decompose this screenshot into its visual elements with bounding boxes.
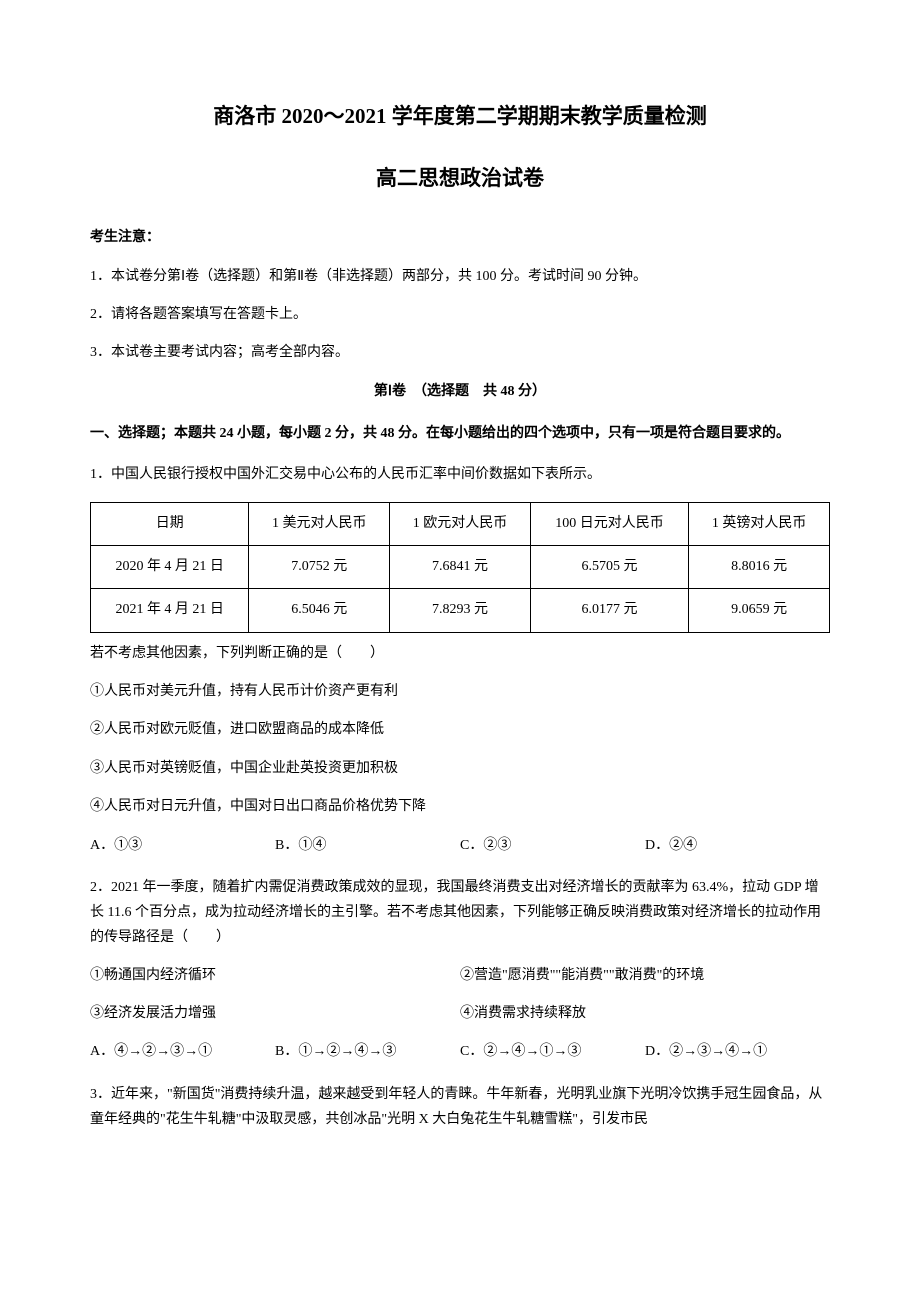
- exam-title-sub: 高二思想政治试卷: [90, 162, 830, 196]
- q1-option-c: C．②③: [460, 835, 645, 857]
- notice-item-1: 1．本试卷分第Ⅰ卷（选择题）和第Ⅱ卷（非选择题）两部分，共 100 分。考试时间…: [90, 266, 830, 288]
- table-cell: 2020 年 4 月 21 日: [91, 545, 249, 588]
- q1-text: 1．中国人民银行授权中国外汇交易中心公布的人民币汇率中间价数据如下表所示。: [90, 462, 830, 487]
- table-cell: 8.8016 元: [689, 545, 830, 588]
- table-cell: 2021 年 4 月 21 日: [91, 589, 249, 632]
- q2-statement-3: ③经济发展活力增强: [90, 1003, 460, 1025]
- q1-statement-3: ③人民币对英镑贬值，中国企业赴英投资更加积极: [90, 758, 830, 780]
- q1-statement-4: ④人民币对日元升值，中国对日出口商品价格优势下降: [90, 796, 830, 818]
- table-cell: 7.8293 元: [390, 589, 531, 632]
- table-row: 2021 年 4 月 21 日 6.5046 元 7.8293 元 6.0177…: [91, 589, 830, 632]
- table-header-row: 日期 1 美元对人民币 1 欧元对人民币 100 日元对人民币 1 英镑对人民币: [91, 502, 830, 545]
- q1-table: 日期 1 美元对人民币 1 欧元对人民币 100 日元对人民币 1 英镑对人民币…: [90, 502, 830, 633]
- q2-option-c: C．②→④→①→③: [460, 1041, 645, 1063]
- table-header-cell: 100 日元对人民币: [530, 502, 688, 545]
- q1-followup: 若不考虑其他因素，下列判断正确的是（ ）: [90, 643, 830, 665]
- q2-option-d: D．②→③→④→①: [645, 1041, 830, 1063]
- notice-item-3: 3．本试卷主要考试内容；高考全部内容。: [90, 342, 830, 364]
- q1-option-a: A．①③: [90, 835, 275, 857]
- section-1-header: 第Ⅰ卷 （选择题 共 48 分）: [90, 381, 830, 403]
- exam-title-main: 商洛市 2020～2021 学年度第二学期期末教学质量检测: [90, 100, 830, 134]
- q3-text: 3．近年来，"新国货"消费持续升温，越来越受到年轻人的青睐。牛年新春，光明乳业旗…: [90, 1082, 830, 1132]
- q1-statement-2: ②人民币对欧元贬值，进口欧盟商品的成本降低: [90, 719, 830, 741]
- notice-item-2: 2．请将各题答案填写在答题卡上。: [90, 304, 830, 326]
- table-cell: 7.6841 元: [390, 545, 531, 588]
- table-cell: 9.0659 元: [689, 589, 830, 632]
- table-header-cell: 1 欧元对人民币: [390, 502, 531, 545]
- table-header-cell: 1 美元对人民币: [249, 502, 390, 545]
- q1-option-b: B．①④: [275, 835, 460, 857]
- q1-statement-1: ①人民币对美元升值，持有人民币计价资产更有利: [90, 681, 830, 703]
- notice-label: 考生注意：: [90, 227, 830, 249]
- q2-option-a: A．④→②→③→①: [90, 1041, 275, 1063]
- q2-statement-4: ④消费需求持续释放: [460, 1003, 830, 1025]
- q2-statement-1: ①畅通国内经济循环: [90, 965, 460, 987]
- q1-options: A．①③ B．①④ C．②③ D．②④: [90, 835, 830, 857]
- table-cell: 6.0177 元: [530, 589, 688, 632]
- table-cell: 7.0752 元: [249, 545, 390, 588]
- q2-text: 2．2021 年一季度，随着扩内需促消费政策成效的显现，我国最终消费支出对经济增…: [90, 875, 830, 951]
- q1-option-d: D．②④: [645, 835, 830, 857]
- q2-option-b: B．①→②→④→③: [275, 1041, 460, 1063]
- table-header-cell: 1 英镑对人民币: [689, 502, 830, 545]
- section-1-instruction: 一、选择题；本题共 24 小题，每小题 2 分，共 48 分。在每小题给出的四个…: [90, 421, 830, 446]
- q2-statements-row-2: ③经济发展活力增强 ④消费需求持续释放: [90, 1003, 830, 1025]
- table-cell: 6.5046 元: [249, 589, 390, 632]
- q2-statements-row-1: ①畅通国内经济循环 ②营造"愿消费""能消费""敢消费"的环境: [90, 965, 830, 987]
- q2-statement-2: ②营造"愿消费""能消费""敢消费"的环境: [460, 965, 830, 987]
- table-header-cell: 日期: [91, 502, 249, 545]
- q2-options: A．④→②→③→① B．①→②→④→③ C．②→④→①→③ D．②→③→④→①: [90, 1041, 830, 1063]
- table-cell: 6.5705 元: [530, 545, 688, 588]
- table-row: 2020 年 4 月 21 日 7.0752 元 7.6841 元 6.5705…: [91, 545, 830, 588]
